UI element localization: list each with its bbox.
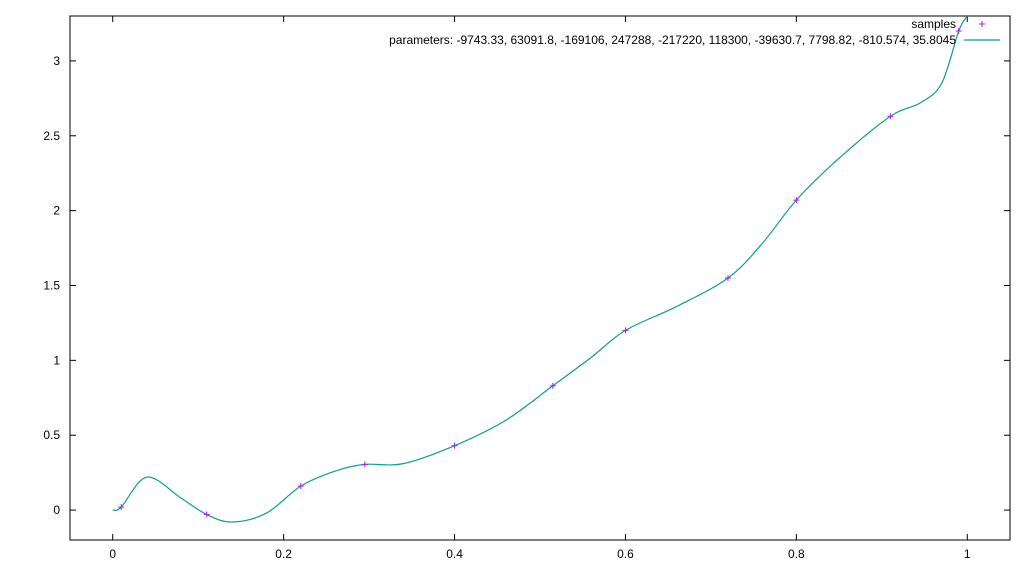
sample-marker <box>362 461 368 467</box>
y-tick-label: 2.5 <box>43 129 60 143</box>
legend-curve-label: parameters: -9743.33, 63091.8, -169106, … <box>389 33 956 47</box>
sample-marker <box>452 443 458 449</box>
x-tick-label: 0 <box>109 547 116 561</box>
x-tick-label: 0.8 <box>788 547 805 561</box>
x-tick-label: 0.2 <box>275 547 292 561</box>
sample-marker <box>622 327 628 333</box>
sample-marker <box>204 512 210 518</box>
x-tick-label: 0.4 <box>446 547 463 561</box>
chart-container: 0 0.2 0.4 0.6 0.8 1 0 0.5 1 1.5 2 2.5 3 samples parame… <box>0 0 1024 576</box>
y-tick-label: 1 <box>53 353 60 367</box>
chart-svg: 0 0.2 0.4 0.6 0.8 1 0 0.5 1 1.5 2 2.5 3 samples parame… <box>0 0 1024 576</box>
sample-marker <box>956 28 962 34</box>
y-tick-label: 3 <box>53 54 60 68</box>
x-tick-label: 0.6 <box>617 547 634 561</box>
series-group <box>113 16 968 522</box>
y-tick-label: 0.5 <box>43 428 60 442</box>
y-tick-label: 1.5 <box>43 278 60 292</box>
plot-border <box>70 16 1010 540</box>
y-tick-label: 0 <box>53 503 60 517</box>
y-tick-label: 2 <box>53 204 60 218</box>
curve-line <box>113 16 968 522</box>
legend-samples-label: samples <box>911 17 956 31</box>
x-tick-label: 1 <box>964 547 971 561</box>
